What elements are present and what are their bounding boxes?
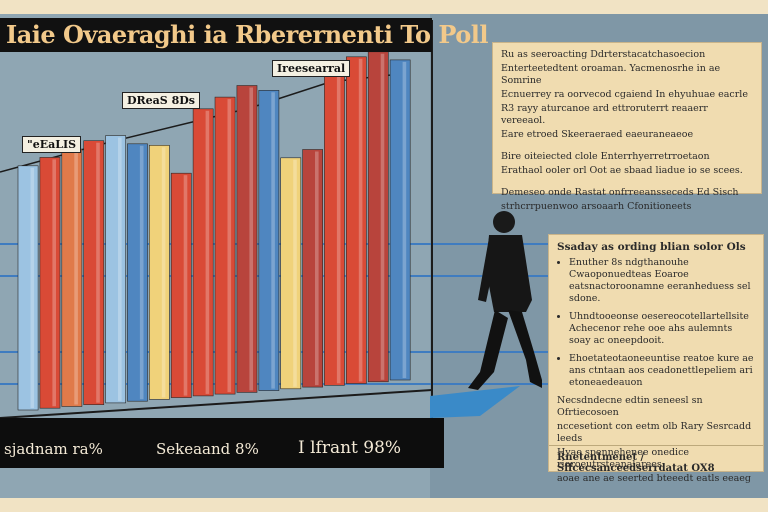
chart-bar-highlight [293, 159, 297, 387]
bottom-note-footer: Rnetentmenet / Sffcecsanceedserrdatat OX… [549, 445, 763, 474]
chart-bar [389, 59, 411, 381]
chart-bar-highlight [118, 137, 122, 401]
chart-bar-highlight [30, 167, 35, 408]
callout-label-top: Ireesearral [272, 60, 351, 77]
bottom-note-line: Hyae spennehenee onedice rioroeutrsteana… [557, 447, 690, 470]
chart-bar [61, 148, 83, 407]
top-note-line: Erathaol ooler orl Oot ae sbaad liadue i… [501, 165, 743, 176]
walking-man-figure [430, 211, 542, 418]
top-note-line: strhcrrpuenwoo arsoaarh Cfonitioneets [501, 201, 692, 212]
floor-label-2: Sekeaand 8% [156, 440, 259, 458]
chart-bar [324, 68, 345, 386]
floor-label-1: sjadnam ra% [4, 440, 103, 458]
chart-baseline [0, 389, 433, 419]
chart-bar [345, 56, 367, 384]
chart-bar-highlight [139, 145, 144, 400]
man-body [486, 235, 532, 312]
bullet-item: Ehoetateotaoneeuntise reatoe kure ae ans… [569, 353, 755, 389]
headline-text: Iaie Ovaeraghi ia Rberernenti To Poll [6, 20, 489, 49]
top-note-line: Ru as seeroacting Ddrterstacatchasoecion [501, 49, 706, 60]
chart-bar [149, 145, 170, 400]
man-leg-front [508, 310, 542, 388]
top-note-line: R3 rayy aturcanoe ard ettroruterrt reaae… [501, 103, 708, 126]
chart-bar-highlight [74, 151, 78, 405]
bottom-note-card: Ssaday as ording blian solor Ols Enuther… [548, 234, 764, 484]
top-note-card: Ru as seeroacting Ddrterstacatchasoecion… [492, 42, 762, 212]
chart-bar [214, 96, 236, 395]
man-arm [478, 238, 496, 302]
man-head [493, 211, 515, 233]
chart-bar [83, 140, 105, 405]
bottom-note-bullets: Enuther 8s ndgthanouhe Cwaoponuedteas Eo… [557, 257, 755, 389]
bottom-note-line: aoae ane ae seerted bteeedt eatls eeaeg [557, 473, 751, 484]
callout-label-middle: DReaS 8Ds [122, 92, 200, 109]
bottom-note-line: Necsdndecne edtin seneesl sn Ofrtiecosoe… [557, 395, 703, 418]
chart-bar-highlight [402, 61, 407, 379]
chart-bar-highlight [96, 142, 100, 403]
callout-label-left: "eEaLIS [22, 136, 82, 153]
top-note-line: Eare etroed Skeeraeraed eaeuraneaeoe [501, 129, 694, 140]
floor-label-3: I lfrant 98% [298, 438, 402, 458]
top-note-line: Ecnuerrey ra oorvecod cgaiend In ehyuhua… [501, 89, 748, 100]
bottom-note-line: nccesetiont con eetm olb Rary Sesrcadd l… [557, 421, 752, 444]
chart-bar-highlight [315, 151, 319, 386]
top-note-line: Bire oiteiected clole Enterrhyerretrroet… [501, 151, 710, 162]
chart-bar-highlight [161, 147, 166, 398]
chart-bar-highlight [271, 92, 275, 389]
chart-bar [192, 108, 214, 397]
chart-bar-highlight [52, 159, 56, 407]
chart-bar [258, 90, 280, 391]
chart-bar-highlight [205, 110, 210, 394]
chart-bar-highlight [358, 58, 363, 382]
man-leg-back [468, 310, 508, 390]
chart-bar [105, 135, 126, 404]
chart-bars [17, 51, 411, 411]
chart-bar [280, 157, 302, 390]
chart-bar [17, 165, 39, 411]
chart-bar-highlight [249, 87, 253, 391]
chart-bar [170, 172, 192, 398]
chart-bar-highlight [227, 99, 232, 393]
bottom-note-title: Ssaday as ording blian solor Ols [557, 241, 746, 253]
chart-bar [236, 85, 258, 393]
headline-bar: Iaie Ovaeraghi ia Rberernenti To Poll [0, 18, 489, 52]
man-shadow [430, 386, 520, 418]
chart-floor [0, 418, 444, 468]
chart-bar-highlight [336, 70, 341, 384]
chart-bar [39, 157, 61, 409]
chart-bar [127, 143, 148, 402]
chart-bar [302, 149, 324, 388]
bullet-item: Uhndtooeonse oesereocotellartellsite Ach… [569, 311, 755, 347]
chart-bar-highlight [183, 175, 188, 396]
bullet-item: Enuther 8s ndgthanouhe Cwaoponuedteas Eo… [569, 257, 755, 305]
top-note-line: Enterteetedtent oroaman. Yacmenosrhe in … [501, 63, 721, 86]
chart-bar-highlight [380, 53, 385, 380]
chart-bar [367, 51, 389, 383]
top-note-line: Demeseo onde Rastat onfrreeansseceds Ed … [501, 187, 739, 198]
